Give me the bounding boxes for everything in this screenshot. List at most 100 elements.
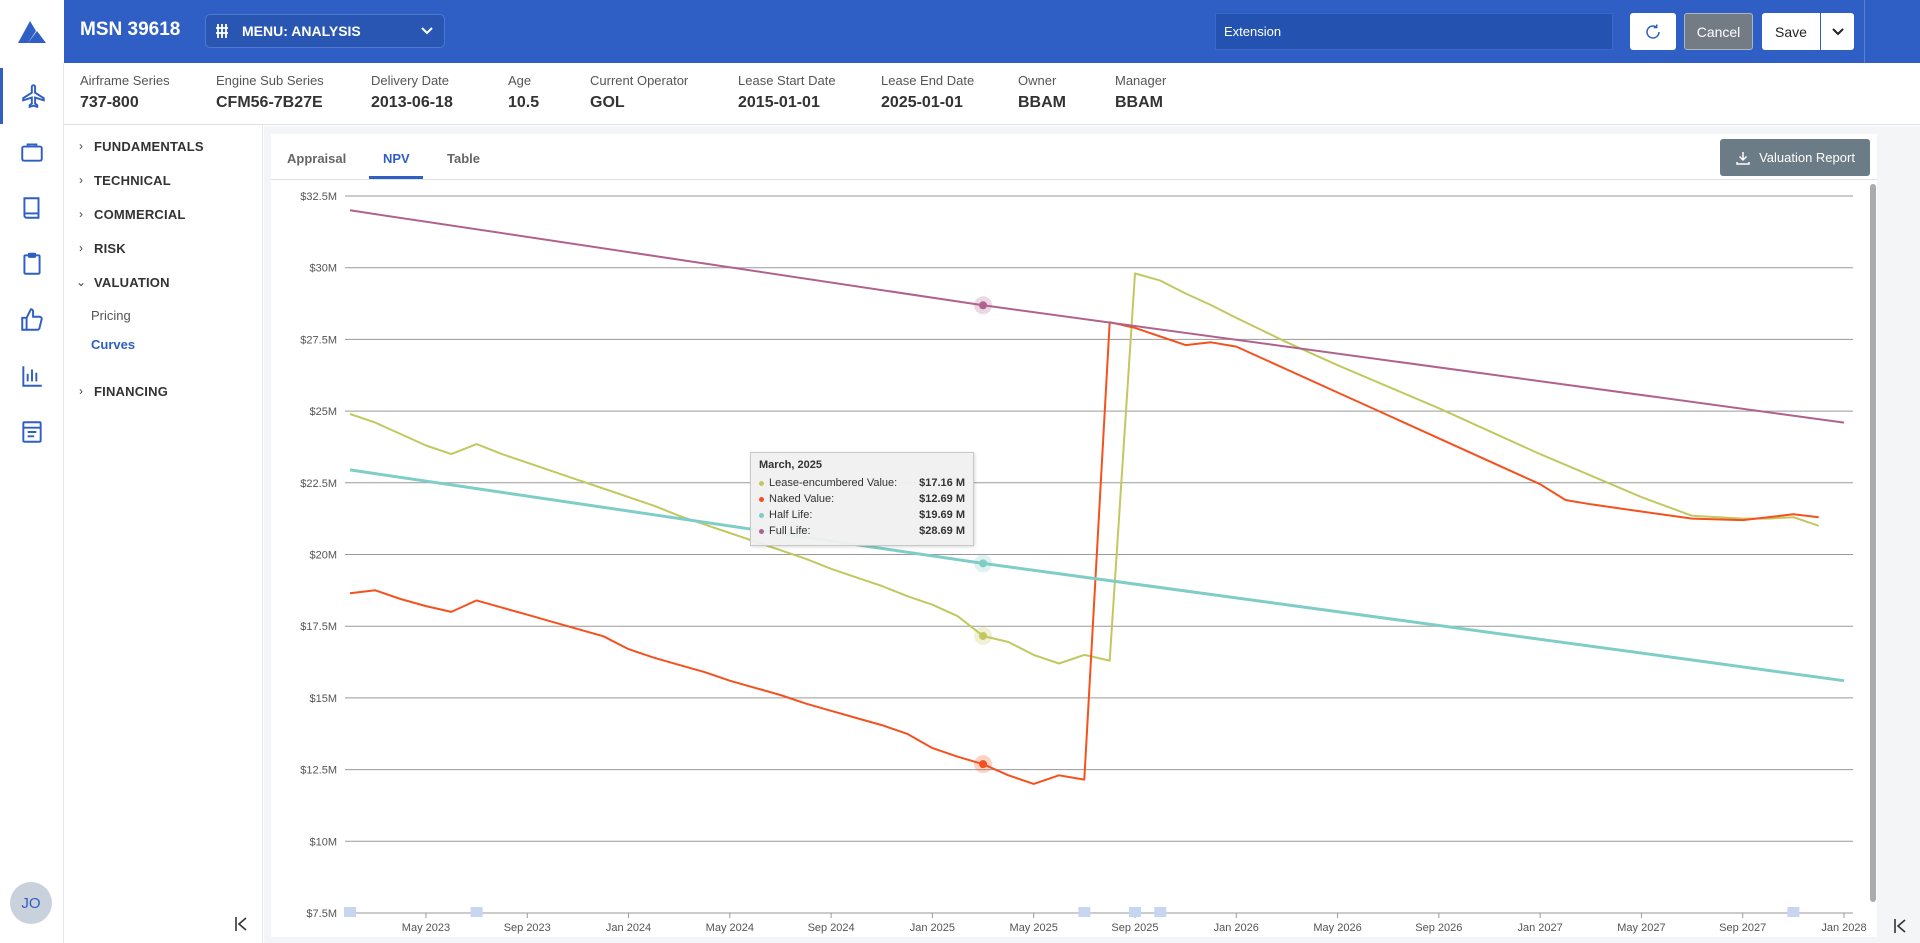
chevron-right-icon: ›: [79, 139, 83, 153]
chevron-down-icon: ⌄: [75, 275, 87, 289]
x-tick-label: Jan 2026: [1214, 922, 1259, 934]
half-value-line: [349, 468, 1845, 683]
info-current-operator: Current Operator GOL: [590, 73, 689, 111]
tab-bar: Appraisal NPV Table Valuation Report: [271, 134, 1877, 180]
chevron-down-icon: [421, 27, 433, 35]
menu-dropdown[interactable]: MENU: ANALYSIS: [205, 14, 445, 48]
y-tick-label: $15M: [309, 693, 337, 705]
collapse-sidebar-button[interactable]: [234, 916, 248, 937]
info-lease-start-date: Lease Start Date 2015-01-01: [738, 73, 836, 111]
collapse-left-icon: [235, 917, 247, 931]
save-button[interactable]: Save: [1762, 13, 1820, 50]
tab-appraisal[interactable]: Appraisal: [287, 151, 347, 166]
x-tick-label: Jan 2028: [1821, 922, 1866, 934]
main-content: Appraisal NPV Table Valuation Report $7.…: [264, 126, 1920, 943]
npv-chart: $7.5M $10M $12.5M $15M $17.5M $20M $22.5M $25M $…: [300, 191, 1866, 934]
naked-value-line: [349, 321, 1819, 785]
collapse-left-icon: [1894, 919, 1906, 933]
full-legend-dot: [759, 528, 764, 534]
tree-subitem-curves[interactable]: Curves: [91, 337, 136, 352]
x-tick-label: Sep 2026: [1415, 922, 1462, 934]
chevron-right-icon: ›: [79, 207, 83, 221]
y-tick-label: $20M: [309, 550, 337, 562]
section-tree: › FUNDAMENTALS › TECHNICAL › COMMERCIAL › RI…: [64, 126, 263, 943]
chevron-down-icon: [1831, 27, 1844, 35]
tab-table[interactable]: Table: [447, 151, 480, 166]
y-tick-label: $7.5M: [306, 908, 337, 920]
thumbs-up-icon[interactable]: [0, 292, 64, 348]
book-icon[interactable]: [0, 180, 64, 236]
grid-icon: [216, 24, 228, 38]
clipboard-icon[interactable]: [0, 236, 64, 292]
full-value-line: [349, 209, 1845, 424]
x-tick-label: May 2026: [1313, 922, 1361, 934]
document-icon[interactable]: [0, 404, 64, 460]
naked-legend-dot: [759, 496, 764, 502]
tree-item-fundamentals[interactable]: › FUNDAMENTALS: [74, 136, 204, 156]
event-marker: [1078, 907, 1091, 917]
x-tick-label: Sep 2027: [1719, 922, 1766, 934]
active-tab-indicator: [369, 176, 423, 179]
tree-item-technical[interactable]: › TECHNICAL: [74, 170, 171, 190]
x-tick-label: May 2025: [1010, 922, 1058, 934]
refresh-button[interactable]: [1630, 13, 1676, 50]
valuation-report-button[interactable]: Valuation Report: [1720, 139, 1870, 176]
x-tick-label: Sep 2025: [1111, 922, 1158, 934]
scenario-field[interactable]: Extension: [1215, 13, 1613, 50]
x-tick-label: Sep 2024: [808, 922, 855, 934]
lease-value-line: [349, 272, 1820, 665]
airplane-icon[interactable]: [0, 68, 64, 124]
download-icon: [1736, 151, 1750, 165]
aircraft-info-strip: Airframe Series 737-800 Engine Sub Series…: [64, 63, 1920, 125]
page-title: MSN 39618: [80, 19, 181, 40]
tree-item-risk[interactable]: › RISK: [74, 238, 126, 258]
tree-item-valuation[interactable]: ⌄ VALUATION: [75, 274, 170, 290]
y-tick-label: $12.5M: [300, 765, 337, 777]
collapse-right-panel-button[interactable]: [1893, 918, 1907, 939]
chart-tooltip: March, 2025 Lease-encumbered Value: $17.1…: [750, 452, 974, 546]
tree-subitem-pricing[interactable]: Pricing: [91, 308, 131, 323]
info-lease-end-date: Lease End Date 2025-01-01: [881, 73, 975, 111]
event-marker: [470, 907, 483, 917]
y-tick-label: $30M: [309, 263, 337, 275]
chart-card: Appraisal NPV Table Valuation Report $7.…: [271, 134, 1877, 937]
info-owner: Owner BBAM: [1018, 73, 1066, 111]
event-marker: [1128, 907, 1141, 917]
y-tick-label: $32.5M: [300, 191, 337, 203]
tooltip-title: March, 2025: [759, 459, 822, 471]
half-highlight-point: [979, 559, 988, 568]
x-tick-label: Jan 2027: [1518, 922, 1563, 934]
info-delivery-date: Delivery Date 2013-06-18: [371, 73, 453, 111]
event-marker: [344, 907, 356, 917]
tree-item-commercial[interactable]: › COMMERCIAL: [74, 204, 186, 224]
tree-item-financing[interactable]: › FINANCING: [74, 381, 168, 401]
y-tick-label: $10M: [309, 836, 337, 848]
naked-highlight-point: [979, 760, 988, 769]
tooltip-row-half: Half Life: $19.69 M: [759, 507, 965, 523]
save-options-button[interactable]: [1821, 13, 1854, 50]
y-tick-label: $25M: [309, 406, 337, 418]
tab-npv[interactable]: NPV: [383, 151, 410, 166]
menu-label: MENU: ANALYSIS: [242, 23, 361, 39]
lease-legend-dot: [759, 480, 764, 486]
x-tick-label: May 2023: [402, 922, 450, 934]
chevron-right-icon: ›: [79, 384, 83, 398]
cancel-button[interactable]: Cancel: [1684, 13, 1753, 50]
valuation-report-label: Valuation Report: [1759, 150, 1855, 165]
icon-rail: JO: [0, 0, 64, 943]
logo[interactable]: [0, 0, 64, 63]
y-tick-label: $27.5M: [300, 334, 337, 346]
x-tick-label: Jan 2025: [910, 922, 955, 934]
scrollbar[interactable]: [1870, 184, 1876, 902]
x-tick-label: Jan 2024: [606, 922, 651, 934]
tooltip-row-lease: Lease-encumbered Value: $17.16 M: [759, 475, 965, 491]
briefcase-icon[interactable]: [0, 124, 64, 180]
bar-chart-icon[interactable]: [0, 348, 64, 404]
avatar[interactable]: JO: [10, 882, 52, 924]
full-highlight-point: [979, 301, 988, 310]
x-tick-label: May 2027: [1617, 922, 1665, 934]
info-engine-sub-series: Engine Sub Series CFM56-7B27E: [216, 73, 324, 111]
chevron-right-icon: ›: [79, 173, 83, 187]
y-tick-label: $22.5M: [300, 478, 337, 490]
y-tick-label: $17.5M: [300, 621, 337, 633]
